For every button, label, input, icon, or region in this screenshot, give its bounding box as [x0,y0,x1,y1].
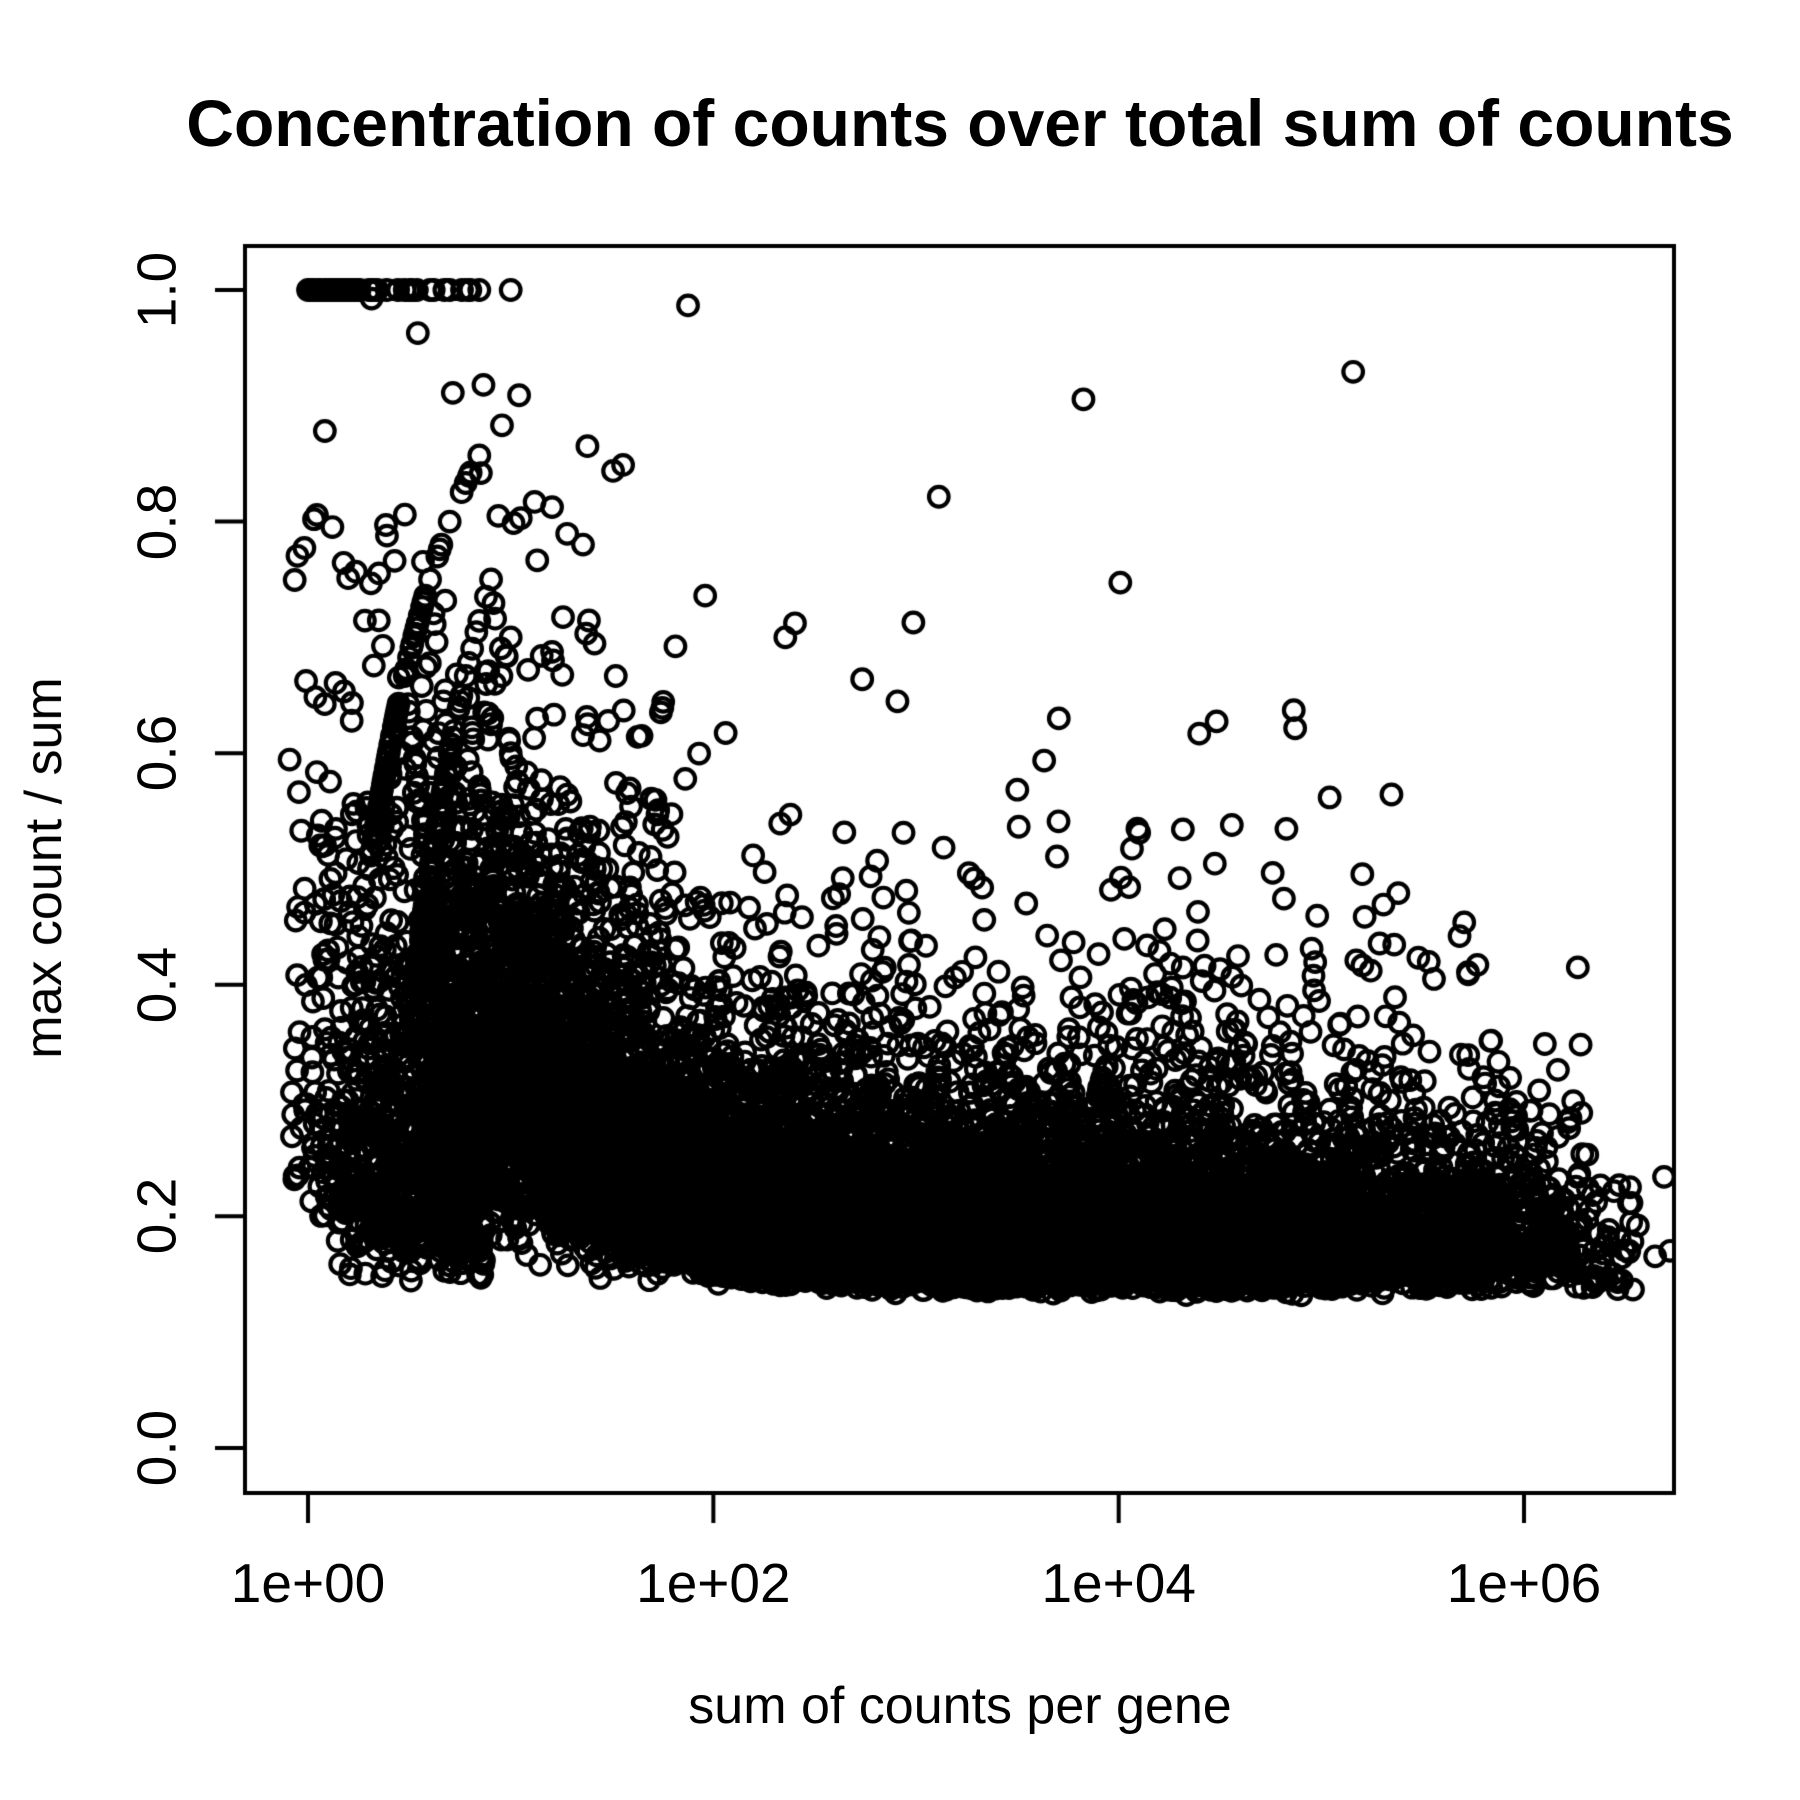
x-tick-label: 1e+04 [1041,1552,1196,1614]
y-tick-label: 1.0 [125,251,188,329]
x-axis-label: sum of counts per gene [688,1677,1232,1735]
y-tick-label: 0.6 [125,714,188,792]
chart-title: Concentration of counts over total sum o… [186,86,1734,160]
y-axis-label: max count / sum [15,677,73,1059]
y-tick-label: 0.8 [125,483,188,560]
y-tick-label: 0.0 [125,1409,188,1487]
x-tick-label: 1e+02 [636,1552,791,1614]
y-tick-label: 0.2 [125,1178,188,1255]
y-tick-label: 0.4 [125,946,188,1023]
x-tick-label: 1e+00 [230,1552,386,1614]
x-tick-label: 1e+06 [1446,1552,1602,1614]
